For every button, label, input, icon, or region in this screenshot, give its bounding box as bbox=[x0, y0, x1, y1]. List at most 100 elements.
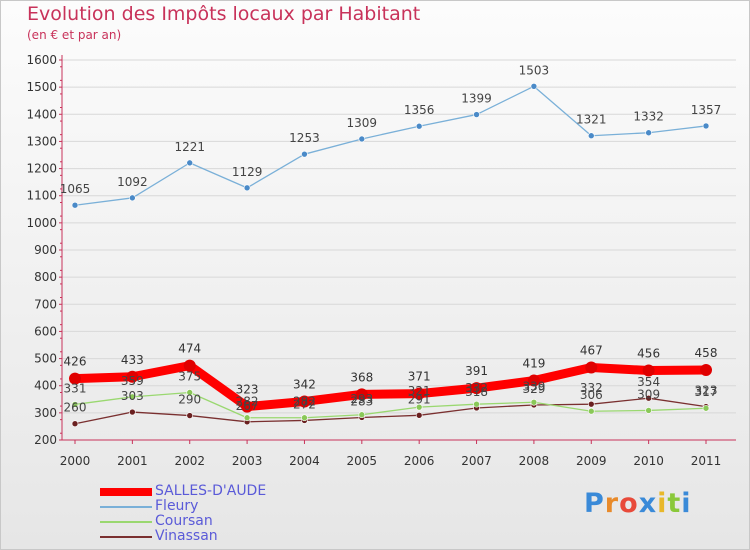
data-label-coursan: 306 bbox=[580, 388, 603, 402]
series-line-vinassan bbox=[74, 397, 707, 425]
x-tick-label: 2002 bbox=[174, 454, 205, 468]
data-point-coursan bbox=[702, 404, 710, 412]
y-tick-label: 1200 bbox=[26, 162, 57, 176]
legend-swatch-vinassan bbox=[100, 536, 152, 538]
data-point-fleury bbox=[129, 194, 136, 202]
y-tick-label: 500 bbox=[34, 352, 57, 366]
data-label-vinassan: 303 bbox=[121, 389, 144, 403]
y-tick-label: 1600 bbox=[26, 53, 57, 67]
data-point-salles-d-aude bbox=[642, 364, 655, 377]
data-label-fleury: 1357 bbox=[691, 103, 722, 117]
data-label-vinassan: 332 bbox=[580, 381, 603, 395]
legend-label-fleury: Fleury bbox=[155, 498, 199, 514]
data-point-salles-d-aude bbox=[527, 374, 540, 387]
data-point-coursan bbox=[243, 414, 251, 422]
data-label-salles-d-aude: 467 bbox=[580, 344, 603, 358]
data-label-salles-d-aude: 368 bbox=[350, 370, 373, 384]
y-tick-label: 1500 bbox=[26, 80, 57, 94]
data-label-coursan: 339 bbox=[522, 379, 545, 393]
data-label-salles-d-aude: 342 bbox=[293, 377, 316, 391]
data-label-vinassan: 290 bbox=[178, 393, 201, 407]
proxiti-logo: Proxiti bbox=[584, 488, 692, 519]
data-point-coursan bbox=[530, 398, 538, 406]
data-point-fleury bbox=[71, 201, 79, 209]
logo-letter: t bbox=[667, 488, 682, 519]
x-tick-label: 2010 bbox=[633, 454, 664, 468]
legend-item-fleury: Fleury bbox=[100, 498, 360, 515]
data-label-vinassan: 267 bbox=[236, 399, 259, 413]
data-label-fleury: 1309 bbox=[347, 116, 378, 130]
data-label-vinassan: 283 bbox=[350, 394, 373, 408]
data-point-fleury bbox=[587, 132, 595, 140]
data-point-salles-d-aude bbox=[241, 400, 254, 413]
x-tick-label: 2005 bbox=[347, 454, 378, 468]
data-label-fleury: 1065 bbox=[60, 182, 91, 196]
data-point-vinassan bbox=[129, 408, 136, 416]
data-label-coursan: 375 bbox=[178, 370, 201, 384]
data-point-coursan bbox=[358, 411, 366, 419]
data-label-vinassan: 272 bbox=[293, 397, 316, 411]
logo-letter: i bbox=[657, 488, 668, 519]
logo-letter: x bbox=[638, 488, 658, 519]
data-point-coursan bbox=[186, 389, 194, 396]
y-tick-label: 400 bbox=[34, 379, 57, 393]
data-label-coursan: 293 bbox=[350, 392, 373, 406]
data-point-fleury bbox=[186, 159, 194, 167]
data-point-coursan bbox=[129, 393, 136, 401]
data-point-salles-d-aude bbox=[700, 363, 712, 376]
data-label-coursan: 332 bbox=[465, 381, 488, 395]
data-point-salles-d-aude bbox=[355, 388, 368, 401]
y-tick-label: 800 bbox=[34, 270, 57, 284]
data-point-salles-d-aude bbox=[413, 387, 426, 400]
data-point-vinassan bbox=[415, 411, 423, 419]
data-label-salles-d-aude: 371 bbox=[408, 370, 431, 384]
data-label-fleury: 1129 bbox=[232, 165, 263, 179]
y-tick-label: 200 bbox=[34, 433, 57, 447]
data-point-vinassan bbox=[71, 420, 79, 428]
legend-item-vinassan: Vinassan bbox=[100, 528, 360, 545]
logo-letter: o bbox=[619, 488, 639, 519]
y-tick-label: 1100 bbox=[26, 189, 57, 203]
y-tick-label: 1300 bbox=[26, 134, 57, 148]
legend-swatch-salles-d-aude bbox=[100, 488, 152, 496]
data-point-fleury bbox=[358, 135, 366, 143]
y-tick-label: 300 bbox=[34, 406, 57, 420]
data-point-coursan bbox=[415, 403, 423, 411]
data-label-salles-d-aude: 391 bbox=[465, 364, 488, 378]
data-point-fleury bbox=[645, 129, 652, 137]
legend-item-coursan: Coursan bbox=[100, 513, 360, 530]
x-tick-label: 2003 bbox=[232, 454, 263, 468]
data-point-fleury bbox=[702, 122, 710, 130]
data-label-fleury: 1321 bbox=[576, 113, 607, 127]
legend-label-coursan: Coursan bbox=[155, 513, 213, 529]
data-point-fleury bbox=[243, 184, 251, 192]
logo-letter: i bbox=[681, 488, 692, 519]
data-label-coursan: 317 bbox=[695, 385, 718, 399]
data-point-coursan bbox=[587, 407, 595, 415]
data-label-coursan: 282 bbox=[293, 395, 316, 409]
x-tick-label: 2007 bbox=[461, 454, 492, 468]
legend-swatch-fleury bbox=[100, 506, 152, 508]
data-label-salles-d-aude: 456 bbox=[637, 347, 660, 361]
data-label-coursan: 359 bbox=[121, 374, 144, 388]
data-label-salles-d-aude: 474 bbox=[178, 342, 201, 356]
y-tick-label: 1400 bbox=[26, 107, 57, 121]
data-label-coursan: 331 bbox=[64, 381, 87, 395]
x-tick-label: 2006 bbox=[404, 454, 435, 468]
series-line-salles-d-aude bbox=[70, 361, 711, 412]
data-point-salles-d-aude bbox=[69, 372, 81, 385]
data-point-salles-d-aude bbox=[126, 370, 139, 383]
x-tick-label: 2008 bbox=[519, 454, 550, 468]
data-label-fleury: 1253 bbox=[289, 131, 320, 145]
data-label-fleury: 1399 bbox=[461, 92, 492, 106]
data-point-salles-d-aude bbox=[298, 395, 311, 408]
logo-letter: r bbox=[604, 488, 620, 519]
y-tick-label: 600 bbox=[34, 324, 57, 338]
data-point-vinassan bbox=[645, 394, 652, 402]
data-point-salles-d-aude bbox=[585, 361, 598, 374]
chart-title: Evolution des Impôts locaux par Habitant bbox=[27, 3, 421, 25]
data-point-salles-d-aude bbox=[183, 359, 196, 372]
data-point-fleury bbox=[415, 122, 423, 130]
data-point-vinassan bbox=[587, 400, 595, 408]
